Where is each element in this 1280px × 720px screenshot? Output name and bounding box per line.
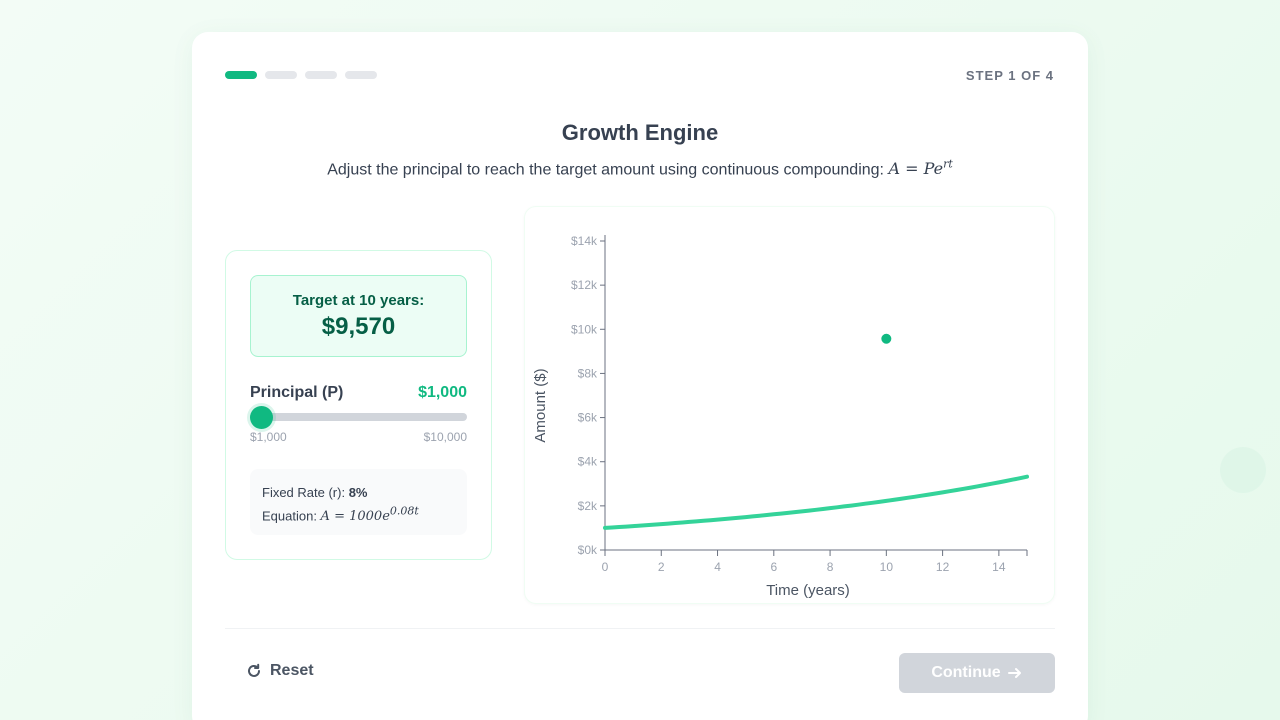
equation: A = 1000e0.08t [320, 505, 419, 525]
controls-panel: Target at 10 years: $9,570 Principal (P)… [225, 250, 492, 560]
info-box: Fixed Rate (r): 8% Equation: A = 1000e0.… [250, 469, 467, 535]
continue-label: Continue [931, 664, 1001, 681]
principal-value: $1,000 [418, 384, 467, 401]
target-label: Target at 10 years: [292, 292, 425, 309]
progress-segment-3 [305, 71, 337, 79]
decorative-circle [1220, 447, 1266, 493]
x-tick-label: 14 [992, 560, 1006, 574]
progress-segment-4 [345, 71, 377, 79]
reset-button[interactable]: Reset [246, 662, 314, 680]
arrow-right-icon [1007, 668, 1021, 678]
reset-icon [248, 663, 260, 677]
step-progress [225, 71, 377, 79]
rate-value: 8% [348, 485, 368, 500]
progress-segment-1 [225, 71, 257, 79]
y-tick-label: $10k [571, 322, 598, 336]
growth-curve [603, 474, 1029, 530]
x-tick-label: 12 [936, 560, 950, 574]
lesson-card: STEP 1 OF 4 Growth Engine Adjust the pri… [192, 32, 1088, 720]
y-tick-label: $4k [578, 455, 598, 469]
x-axis-label: Time (years) [766, 582, 850, 599]
y-tick-label: $0k [578, 543, 598, 557]
progress-segment-2 [265, 71, 297, 79]
target-point [881, 333, 892, 344]
y-tick-label: $12k [571, 278, 598, 292]
target-box: Target at 10 years: $9,570 [250, 275, 467, 357]
step-label: STEP 1 OF 4 [965, 68, 1054, 83]
principal-row: Principal (P) $1,000 [250, 384, 467, 402]
reset-label: Reset [270, 662, 314, 679]
y-tick-label: $8k [578, 366, 598, 380]
equation-line: Equation: A = 1000e0.08t [262, 505, 419, 525]
growth-chart-svg: $0k $2k $4k $6k $8k $10k $12k $14k 0 2 4 6 8 10 12 14 Ti… [532, 234, 1029, 599]
growth-chart: $0k $2k $4k $6k $8k $10k $12k $14k 0 2 4 6 8 10 12 14 Ti… [524, 206, 1055, 604]
target-value: $9,570 [321, 313, 396, 340]
y-tick-label: $14k [571, 234, 598, 248]
x-tick-label: 8 [827, 560, 834, 574]
page-title: Growth Engine [561, 120, 719, 145]
x-tick-label: 6 [770, 560, 777, 574]
footer-divider [225, 628, 1055, 629]
principal-label: Principal (P) [250, 384, 344, 401]
x-tick-label: 10 [880, 560, 894, 574]
principal-slider-track[interactable] [250, 413, 467, 421]
x-tick-label: 0 [602, 560, 609, 574]
subtitle-text: Adjust the principal to reach the target… [327, 161, 884, 179]
principal-slider-thumb[interactable] [250, 406, 273, 429]
y-tick-label: $2k [578, 499, 598, 513]
rate-line: Fixed Rate (r): 8% [262, 485, 368, 500]
formula: A = Pert [888, 158, 953, 179]
slider-max-label: $10,000 [423, 430, 467, 444]
continue-button[interactable]: Continue [899, 653, 1055, 693]
y-tick-label: $6k [578, 411, 598, 425]
page-subtitle: Adjust the principal to reach the target… [192, 158, 1088, 179]
x-tick-label: 4 [714, 560, 721, 574]
y-axis-label: Amount ($) [532, 368, 549, 442]
slider-min-label: $1,000 [250, 430, 287, 444]
x-tick-label: 2 [658, 560, 665, 574]
